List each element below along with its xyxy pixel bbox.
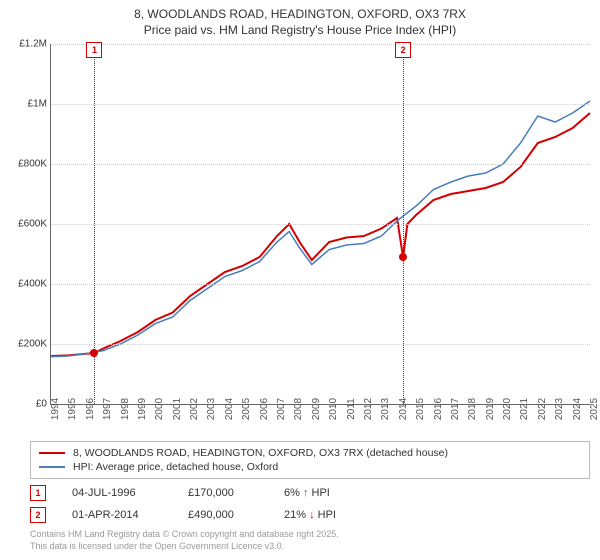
x-tick-label: 2001 — [172, 398, 183, 420]
row-delta: 6% ↑ HPI — [284, 487, 330, 499]
y-tick-label: £1.2M — [3, 39, 47, 50]
legend-swatch — [39, 452, 65, 454]
event-dot — [90, 349, 98, 357]
footer: Contains HM Land Registry data © Crown c… — [30, 529, 590, 552]
chart-plot-area: £0£200K£400K£600K£800K£1M£1.2M12 — [50, 44, 590, 405]
y-tick-label: £200K — [3, 339, 47, 350]
x-axis-labels: 1994199519961997199819992000200120022003… — [50, 405, 590, 439]
y-tick-label: £800K — [3, 159, 47, 170]
gridline — [51, 224, 590, 225]
event-line — [403, 44, 404, 404]
title-line2: Price paid vs. HM Land Registry's House … — [8, 22, 592, 38]
x-tick-label: 2015 — [415, 398, 426, 420]
gridline — [51, 344, 590, 345]
x-tick-label: 2021 — [519, 398, 530, 420]
x-tick-label: 2023 — [554, 398, 565, 420]
x-tick-label: 2010 — [328, 398, 339, 420]
row-date: 01-APR-2014 — [72, 509, 162, 521]
x-tick-label: 2024 — [572, 398, 583, 420]
gridline — [51, 284, 590, 285]
x-tick-label: 2008 — [293, 398, 304, 420]
legend-item: HPI: Average price, detached house, Oxfo… — [39, 460, 581, 474]
series-hpi — [51, 101, 590, 357]
data-table: 1 04-JUL-1996 £170,000 6% ↑ HPI 2 01-APR-2014… — [0, 485, 600, 523]
legend-label: HPI: Average price, detached house, Oxfo… — [73, 461, 278, 473]
row-marker: 1 — [30, 485, 46, 501]
x-tick-label: 2003 — [206, 398, 217, 420]
x-tick-label: 2012 — [363, 398, 374, 420]
x-tick-label: 2006 — [259, 398, 270, 420]
x-tick-label: 1996 — [85, 398, 96, 420]
x-tick-label: 1994 — [50, 398, 61, 420]
x-tick-label: 2009 — [311, 398, 322, 420]
y-tick-label: £0 — [3, 399, 47, 410]
footer-line2: This data is licensed under the Open Gov… — [30, 541, 590, 553]
gridline — [51, 104, 590, 105]
title-line1: 8, WOODLANDS ROAD, HEADINGTON, OXFORD, O… — [8, 6, 592, 22]
x-tick-label: 2014 — [398, 398, 409, 420]
x-tick-label: 2004 — [224, 398, 235, 420]
y-tick-label: £1M — [3, 99, 47, 110]
row-price: £170,000 — [188, 487, 258, 499]
x-tick-label: 2025 — [589, 398, 600, 420]
series-subject — [51, 113, 590, 356]
legend: 8, WOODLANDS ROAD, HEADINGTON, OXFORD, O… — [30, 441, 590, 479]
x-tick-label: 2011 — [346, 399, 357, 421]
legend-label: 8, WOODLANDS ROAD, HEADINGTON, OXFORD, O… — [73, 447, 448, 459]
legend-item: 8, WOODLANDS ROAD, HEADINGTON, OXFORD, O… — [39, 446, 581, 460]
row-date: 04-JUL-1996 — [72, 487, 162, 499]
y-tick-label: £600K — [3, 219, 47, 230]
chart-title: 8, WOODLANDS ROAD, HEADINGTON, OXFORD, O… — [0, 0, 600, 40]
x-tick-label: 2017 — [450, 398, 461, 420]
legend-swatch — [39, 466, 65, 468]
x-tick-label: 2013 — [380, 398, 391, 420]
x-tick-label: 1998 — [120, 398, 131, 420]
event-dot — [399, 253, 407, 261]
footer-line1: Contains HM Land Registry data © Crown c… — [30, 529, 590, 541]
row-delta: 21% ↓ HPI — [284, 509, 336, 521]
x-tick-label: 1997 — [102, 398, 113, 420]
x-tick-label: 2000 — [154, 398, 165, 420]
y-tick-label: £400K — [3, 279, 47, 290]
x-tick-label: 2020 — [502, 398, 513, 420]
x-tick-label: 2007 — [276, 398, 287, 420]
x-tick-label: 2002 — [189, 398, 200, 420]
x-tick-label: 2022 — [537, 398, 548, 420]
gridline — [51, 44, 590, 45]
x-tick-label: 2019 — [485, 398, 496, 420]
row-price: £490,000 — [188, 509, 258, 521]
table-row: 2 01-APR-2014 £490,000 21% ↓ HPI — [30, 507, 590, 523]
event-marker: 2 — [395, 42, 411, 58]
x-tick-label: 2018 — [467, 398, 478, 420]
x-tick-label: 1999 — [137, 398, 148, 420]
row-marker: 2 — [30, 507, 46, 523]
x-tick-label: 2005 — [241, 398, 252, 420]
x-tick-label: 1995 — [67, 398, 78, 420]
gridline — [51, 164, 590, 165]
x-tick-label: 2016 — [433, 398, 444, 420]
table-row: 1 04-JUL-1996 £170,000 6% ↑ HPI — [30, 485, 590, 501]
event-marker: 1 — [86, 42, 102, 58]
